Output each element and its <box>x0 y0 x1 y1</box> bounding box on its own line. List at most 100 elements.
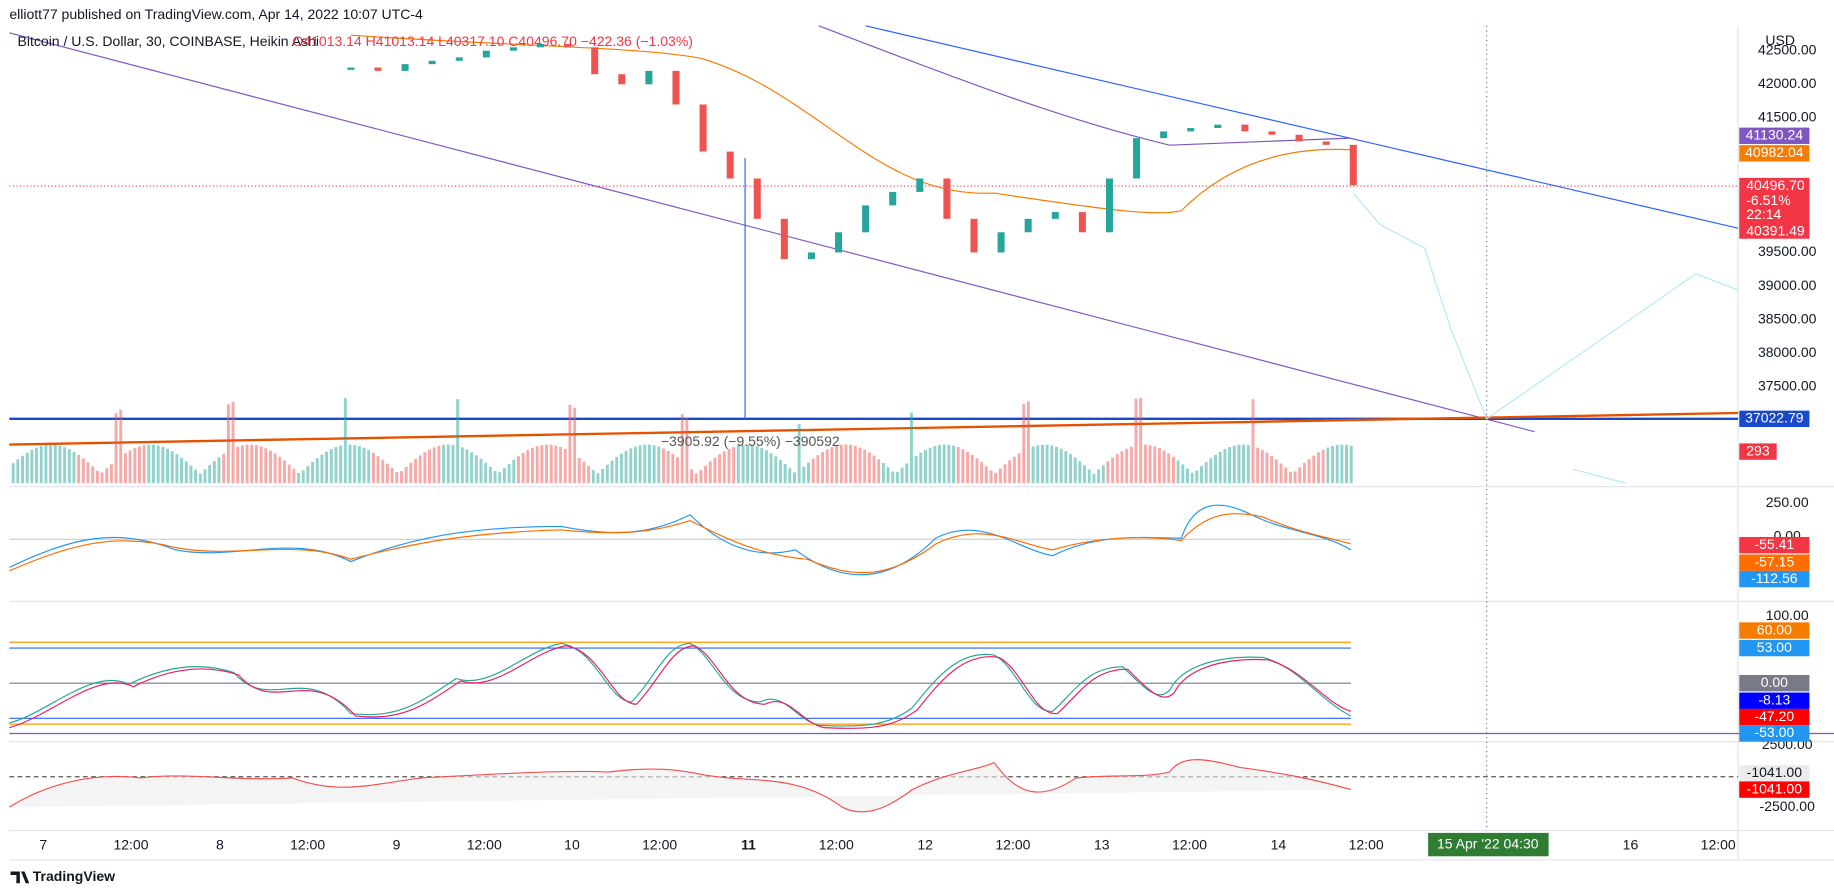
volume-bar <box>119 409 123 484</box>
volume-bar <box>596 473 600 484</box>
volume-bar <box>1181 464 1185 484</box>
volume-bar <box>718 454 722 484</box>
volume-bar <box>1298 467 1302 484</box>
volume-bar <box>685 418 689 484</box>
volume-bar <box>647 444 651 484</box>
ema <box>350 34 1351 214</box>
price-tag <box>1739 725 1810 742</box>
volume-bar <box>1223 449 1227 484</box>
price-tick-label: 41500.00 <box>1758 109 1817 125</box>
time-tick-label: 12 <box>917 836 933 852</box>
volume-bar <box>367 450 371 484</box>
volume-bar <box>395 472 399 484</box>
volume-bar <box>1078 461 1082 484</box>
time-tick-label: 14 <box>1271 836 1287 852</box>
volume-bar <box>1101 465 1105 484</box>
time-tick-label: 10 <box>564 836 580 852</box>
volume-bar <box>783 463 787 484</box>
price-tag-label: 40496.70 <box>1746 177 1805 193</box>
price-tick-label: 42500.00 <box>1758 41 1817 57</box>
volume-bar <box>212 461 216 484</box>
price-tag-label: -47.20 <box>1754 708 1794 724</box>
volume-bar <box>610 460 614 484</box>
volume-bar <box>909 412 913 484</box>
volume-bar <box>764 450 768 484</box>
volume-bar <box>545 444 548 484</box>
volume-bar <box>895 471 899 484</box>
candle <box>1133 138 1141 179</box>
volume-bar <box>891 471 895 484</box>
cum-line <box>9 759 1352 813</box>
volume-bar <box>21 455 24 484</box>
volume-bar <box>301 470 305 484</box>
measure-label: −3905.92 (−9.55%) −390592 <box>661 433 840 449</box>
volume-bar <box>914 455 918 484</box>
volume-bar <box>161 446 165 484</box>
volume-bar <box>830 447 834 484</box>
volume-bar <box>166 448 170 484</box>
volume-bar <box>807 462 810 484</box>
price-tag <box>1739 554 1810 571</box>
price-tag <box>1739 570 1810 588</box>
volume-bar <box>1064 451 1068 484</box>
volume-bar <box>577 457 581 484</box>
volume-bar <box>591 470 595 484</box>
volume-bar <box>1059 448 1063 484</box>
volume-bar <box>563 448 567 484</box>
price-tag <box>1739 127 1810 144</box>
volume-bar <box>105 468 109 484</box>
candle <box>1187 128 1195 132</box>
time-tick-label: 12:00 <box>1172 836 1207 852</box>
publisher: elliott77 published on TradingView.com, … <box>9 6 423 22</box>
volume-bar <box>1026 401 1030 484</box>
volume-bar <box>867 452 871 484</box>
volume-bar <box>1326 447 1330 484</box>
volume-bar <box>643 444 647 484</box>
volume-bar <box>362 447 366 484</box>
volume-bar <box>404 466 408 484</box>
volume-bar <box>283 460 286 484</box>
volume-bar <box>432 447 436 484</box>
price-tag-label: -112.56 <box>1751 570 1798 586</box>
volume-bar <box>236 446 240 484</box>
volume-bar <box>39 445 43 484</box>
price-tag <box>1739 765 1810 782</box>
volume-bar <box>1209 458 1213 484</box>
time-tick-label: 12:00 <box>113 836 148 852</box>
volume-bar <box>512 459 516 484</box>
volume-bar <box>1134 398 1138 484</box>
candle <box>1241 124 1249 132</box>
volume-bar <box>147 444 151 484</box>
price-tag-label: -55.41 <box>1754 536 1794 552</box>
price-tick-label: 38000.00 <box>1758 344 1817 360</box>
volume-bar <box>933 446 937 484</box>
sma <box>818 25 1351 146</box>
volume-bar <box>311 461 315 484</box>
time-tick-label: 13 <box>1094 836 1110 852</box>
volume-bar <box>245 444 249 484</box>
volume-bar <box>409 462 413 484</box>
volume-bar <box>1195 470 1199 484</box>
volume-bar <box>1092 473 1096 484</box>
volume-bar <box>615 457 619 484</box>
volume-bar <box>699 469 703 484</box>
trendline <box>865 25 1739 229</box>
candle <box>509 47 517 51</box>
volume-bar <box>1017 453 1021 484</box>
volume-bar <box>1218 451 1222 484</box>
volume-bar <box>1265 452 1269 484</box>
candle <box>1160 131 1168 139</box>
volume-bar <box>63 447 67 484</box>
stoch-d <box>9 645 1352 729</box>
volume-bar <box>1340 444 1344 484</box>
volume-bar <box>479 458 483 484</box>
volume-bar <box>793 472 796 484</box>
candle <box>564 43 572 48</box>
volume-bar <box>451 444 455 484</box>
volume-bar <box>189 465 193 484</box>
volume-bar <box>811 458 815 484</box>
volume-bar <box>460 447 464 484</box>
volume-bar <box>732 446 736 484</box>
volume-bar <box>1302 463 1306 484</box>
